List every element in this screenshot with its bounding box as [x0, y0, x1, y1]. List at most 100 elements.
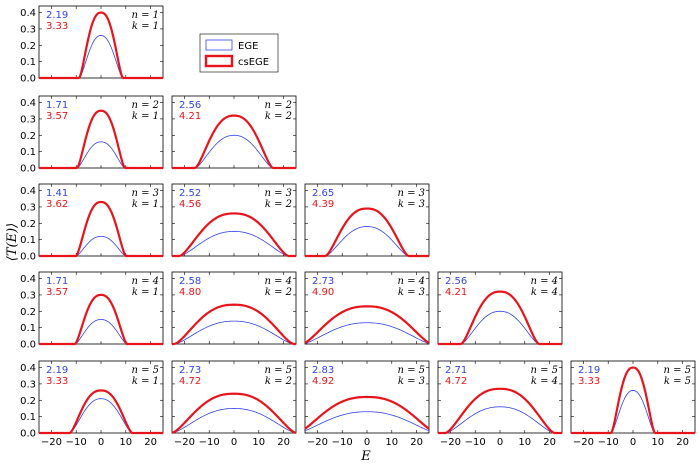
value-ege-label: 2.19	[46, 10, 68, 21]
value-csege-label: 4.72	[179, 376, 201, 387]
y-tick-label: 0.3	[20, 202, 36, 213]
k-label: k = 1	[132, 111, 159, 122]
value-csege-label: 3.57	[46, 111, 68, 122]
value-csege-label: 3.33	[46, 376, 68, 387]
k-label: k = 1	[132, 21, 159, 32]
panel-frame	[38, 360, 164, 434]
panel-frame	[171, 360, 297, 434]
x-tick-label: −20	[174, 437, 195, 448]
value-csege-label: 4.39	[312, 199, 334, 210]
panel-frame	[171, 95, 297, 169]
panel-frame	[437, 360, 563, 434]
value-ege-label: 1.41	[46, 188, 68, 199]
x-tick-label: −20	[573, 437, 594, 448]
value-ege-label: 1.71	[46, 100, 68, 111]
x-tick-label: −10	[465, 437, 486, 448]
n-label: n = 4	[131, 276, 159, 287]
y-tick-label: 0.1	[20, 323, 36, 334]
panel-n1-k1: 0.0 0.1 0.2 0.3 0.4 2.193.33 n = 1k = 1	[20, 5, 164, 85]
y-tick-label: 0.2	[20, 131, 36, 142]
y-tick-label: 0.3	[20, 114, 36, 125]
series-csege-line	[438, 290, 562, 346]
value-csege-label: 4.21	[179, 111, 201, 122]
n-label: n = 3	[397, 188, 425, 199]
value-csege-label: 3.57	[46, 287, 68, 298]
x-tick-label: 0	[364, 437, 370, 448]
value-csege-label: 4.72	[445, 376, 467, 387]
series-ege-line	[304, 411, 430, 432]
legend-swatch-csege	[204, 54, 234, 68]
n-label: n = 3	[131, 188, 159, 199]
panel-n4-k4: 2.564.21 n = 4k = 4	[437, 271, 563, 346]
value-csege-label: 3.62	[46, 199, 68, 210]
x-tick-label: 0	[630, 437, 636, 448]
x-tick-label: 10	[518, 437, 531, 448]
series-csege-line	[172, 303, 296, 346]
legend-label-ege: EGE	[238, 41, 258, 52]
panel-frame	[304, 183, 430, 257]
value-csege-label: 4.21	[445, 287, 467, 298]
panel-n5-k1: 0.0 0.1 0.2 0.3 0.4 −20 −10 0 10 20 2.193.33 n = 5k…	[20, 360, 164, 448]
k-label: k = 4	[531, 376, 558, 387]
series-ege-line	[172, 231, 296, 257]
value-ege-label: 2.56	[179, 100, 201, 111]
series-ege-line	[304, 322, 430, 344]
x-tick-label: 10	[252, 437, 265, 448]
y-axis-label: ⟨T(E)⟩	[5, 223, 20, 261]
panel-n3-k2: 2.524.56 n = 3k = 2	[171, 183, 297, 258]
y-tick-label: 0.2	[20, 41, 36, 52]
y-tick-label: 0.4	[20, 186, 36, 197]
y-tick-label: 0.0	[20, 164, 36, 175]
value-csege-label: 4.90	[312, 287, 334, 298]
x-tick-label: −20	[41, 437, 62, 448]
n-label: n = 2	[264, 100, 292, 111]
value-ege-label: 2.73	[179, 365, 201, 376]
value-csege-label: 4.92	[312, 376, 334, 387]
panel-n5-k2: −20 −10 0 10 20 2.734.72 n = 5k = 2	[171, 360, 297, 448]
value-csege-label: 3.33	[578, 376, 600, 387]
x-tick-label: −10	[598, 437, 619, 448]
n-label: n = 5	[131, 365, 159, 376]
x-tick-label: −10	[66, 437, 87, 448]
value-csege-label: 4.80	[179, 287, 201, 298]
panel-frame	[570, 360, 696, 434]
y-tick-label: 0.2	[20, 396, 36, 407]
series-csege-line	[39, 11, 163, 80]
y-tick-label: 0.1	[20, 147, 36, 158]
k-label: k = 4	[531, 287, 558, 298]
k-label: k = 2	[265, 287, 292, 298]
y-tick-label: 0.3	[20, 290, 36, 301]
x-tick-label: 20	[410, 437, 423, 448]
series-csege-line	[305, 207, 429, 258]
x-tick-label: −20	[440, 437, 461, 448]
panel-n2-k2: 2.564.21 n = 2k = 2	[171, 95, 297, 170]
legend-label-csege: csEGE	[238, 57, 269, 68]
y-tick-label: 0.1	[20, 412, 36, 423]
value-ege-label: 2.83	[312, 365, 334, 376]
value-csege-label: 4.56	[179, 199, 201, 210]
n-label: n = 3	[264, 188, 292, 199]
value-ege-label: 2.58	[179, 276, 201, 287]
value-ege-label: 2.52	[179, 188, 201, 199]
panel-frame	[171, 271, 297, 345]
panel-frame	[38, 183, 164, 257]
y-tick-label: 0.4	[20, 98, 36, 109]
series-ege-line	[172, 320, 296, 345]
panel-n5-k5: −20 −10 0 10 20 2.193.33 n = 5k = 5	[570, 360, 696, 448]
x-tick-label: 10	[119, 437, 132, 448]
panel-n4-k1: 0.0 0.1 0.2 0.3 0.4 1.713.57 n = 4k = 1	[20, 271, 164, 351]
series-csege-line	[304, 305, 430, 344]
panels-layer: 0.00.10.20.30.4 2.193.33n = 1k = 1 0.0 0.1 0…	[20, 5, 696, 448]
panel-n5-k4: −20 −10 0 10 20 2.714.72 n = 5k = 4	[437, 360, 563, 448]
y-tick-label: 0.3	[20, 379, 36, 390]
value-ege-label: 2.19	[46, 365, 68, 376]
k-label: k = 1	[132, 199, 159, 210]
x-tick-label: 0	[497, 437, 503, 448]
k-label: k = 3	[398, 287, 425, 298]
series-csege-line	[172, 212, 296, 258]
x-tick-label: 10	[385, 437, 398, 448]
y-tick-label: 0.2	[20, 307, 36, 318]
x-tick-label: 20	[676, 437, 689, 448]
